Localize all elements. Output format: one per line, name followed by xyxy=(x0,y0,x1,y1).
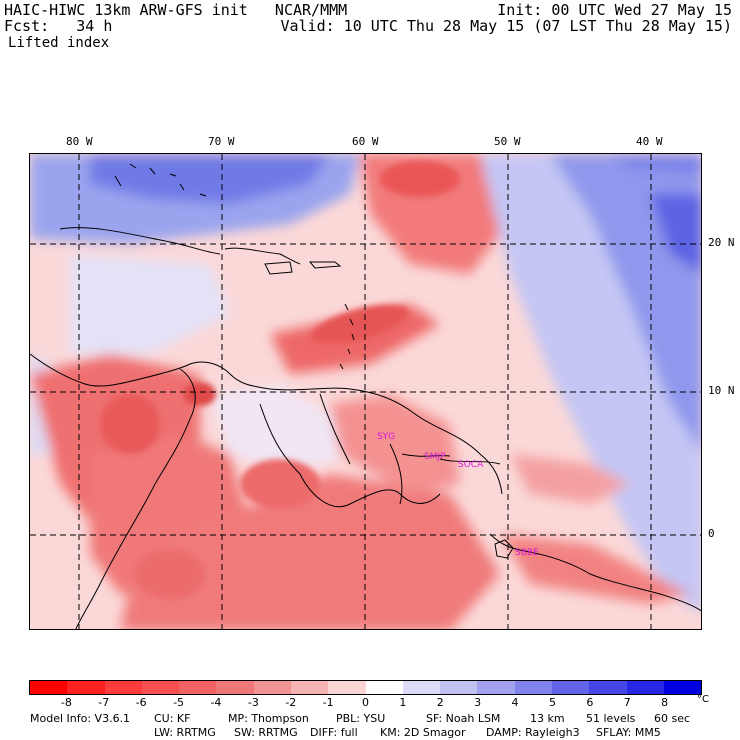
colorbar-swatch xyxy=(440,681,478,694)
colorbar-tick-label: -2 xyxy=(285,696,297,709)
lat-label-20n: 20 N xyxy=(708,236,735,249)
colorbar-tick-label: -7 xyxy=(98,696,110,709)
colorbar-tick-label: -3 xyxy=(247,696,259,709)
colorbar-swatch xyxy=(141,681,180,694)
colorbar-swatch xyxy=(477,681,515,694)
station-label-sbbe: SBBE xyxy=(515,548,539,558)
info-resolution: 13 km xyxy=(530,712,565,725)
colorbar-tick-label: 8 xyxy=(661,696,669,709)
info-pbl: PBL: YSU xyxy=(336,712,386,725)
colorbar-swatch xyxy=(290,681,329,694)
valid-time: Valid: 10 UTC Thu 28 May 15 (07 LST Thu … xyxy=(280,17,732,35)
colorbar-tick-label: 3 xyxy=(474,696,482,709)
colorbar-tick-label: 6 xyxy=(586,696,594,709)
lon-label-50w: 50 W xyxy=(494,135,521,148)
colorbar-swatch xyxy=(328,681,366,694)
colorbar-swatch xyxy=(104,681,142,694)
colorbar-swatch xyxy=(514,681,552,694)
colorbar-tick-label: 2 xyxy=(436,696,444,709)
colorbar-swatch xyxy=(216,681,254,694)
colorbar-swatch xyxy=(30,681,68,694)
colorbar-tick-label: -4 xyxy=(210,696,222,709)
info-sw: SW: RRTMG xyxy=(234,726,298,739)
lat-label-10n: 10 N xyxy=(708,384,735,397)
info-damp: DAMP: Rayleigh3 xyxy=(486,726,580,739)
colorbar-tick-label: -5 xyxy=(173,696,185,709)
colorbar-tick-label: -8 xyxy=(60,696,72,709)
colorbar-swatch xyxy=(67,681,105,694)
plot-title: HAIC-HIWC 13km ARW-GFS init NCAR/MMM xyxy=(4,1,348,19)
station-label-soca: SOCA xyxy=(458,460,484,470)
colorbar-swatch xyxy=(179,681,217,694)
colorbar xyxy=(29,680,702,695)
lifted-index-map xyxy=(29,153,702,630)
info-diff: DIFF: full xyxy=(310,726,358,739)
colorbar-swatch xyxy=(663,681,702,694)
colorbar-unit: °C xyxy=(697,694,709,705)
colorbar-swatch xyxy=(253,681,291,694)
grid-lines xyxy=(30,154,701,629)
info-sf: SF: Noah LSM xyxy=(426,712,501,725)
field-cores xyxy=(100,161,460,599)
coastlines xyxy=(30,163,701,629)
info-mp: MP: Thompson xyxy=(228,712,309,725)
info-sflay: SFLAY: MM5 xyxy=(596,726,661,739)
info-timestep: 60 sec xyxy=(654,712,691,725)
info-km: KM: 2D Smagor xyxy=(380,726,466,739)
init-time: Init: 00 UTC Wed 27 May 15 xyxy=(497,1,732,19)
forecast-hour: Fcst: 34 h xyxy=(4,17,113,35)
colorbar-swatch xyxy=(589,681,627,694)
lon-label-80w: 80 W xyxy=(66,135,93,148)
lon-label-60w: 60 W xyxy=(352,135,379,148)
colorbar-tick-label: -6 xyxy=(135,696,147,709)
colorbar-swatch xyxy=(365,681,403,694)
colorbar-swatch xyxy=(626,681,664,694)
info-model: Model Info: V3.6.1 xyxy=(30,712,131,725)
colorbar-tick-label: 4 xyxy=(511,696,519,709)
info-lw: LW: RRTMG xyxy=(154,726,216,739)
station-label-smjp: SMJP xyxy=(424,452,446,462)
colorbar-tick-label: 1 xyxy=(399,696,407,709)
colorbar-tick-label: -1 xyxy=(322,696,334,709)
colorbar-tick-label: 0 xyxy=(362,696,369,709)
colorbar-swatch xyxy=(551,681,590,694)
lon-label-70w: 70 W xyxy=(208,135,235,148)
lon-label-40w: 40 W xyxy=(636,135,663,148)
map-canvas xyxy=(30,154,701,629)
info-cu: CU: KF xyxy=(154,712,191,725)
field-name: Lifted index xyxy=(8,35,110,51)
colorbar-swatch xyxy=(402,681,441,694)
colorbar-tick-label: 5 xyxy=(548,696,556,709)
lat-label-0: 0 xyxy=(708,527,715,540)
colorbar-tick-label: 7 xyxy=(623,696,631,709)
info-levels: 51 levels xyxy=(586,712,636,725)
station-label-syg: SYG xyxy=(377,432,396,442)
